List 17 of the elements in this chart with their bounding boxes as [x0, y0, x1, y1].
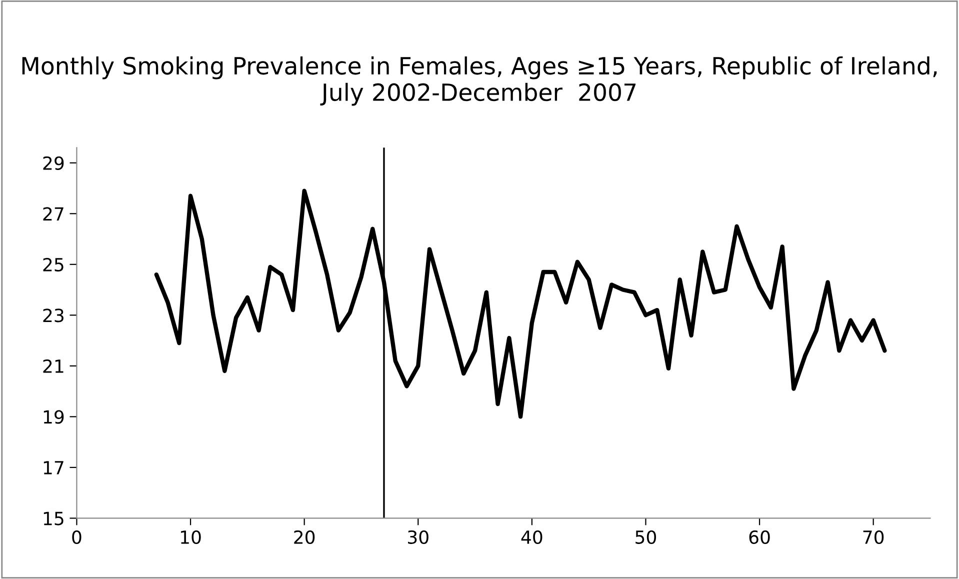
y-tick-label: 19 — [44, 410, 64, 424]
y-tick-label: 17 — [44, 461, 64, 474]
x-tick-label: 30 — [408, 530, 428, 544]
y-tick-label: 15 — [44, 512, 64, 526]
y-tick-label: 27 — [43, 207, 64, 220]
x-tick-label: 10 — [181, 530, 201, 544]
x-tick-label: 20 — [294, 530, 315, 544]
y-tick-label: 23 — [43, 308, 64, 322]
x-tick-label: 50 — [636, 530, 656, 544]
x-tick-label: 70 — [863, 530, 884, 544]
y-tick-label: 21 — [43, 359, 64, 373]
x-tick-label: 40 — [521, 530, 542, 544]
y-tick-label: 25 — [43, 258, 64, 272]
chart-title: Monthly Smoking Prevalence in Females, Ages ≥15 Years, Republic of Ireland, July 2002-December 2007 — [22, 56, 937, 106]
y-tick-label: 29 — [43, 156, 64, 170]
x-tick-label: 60 — [749, 530, 770, 544]
x-tick-label: 0 — [72, 530, 82, 544]
